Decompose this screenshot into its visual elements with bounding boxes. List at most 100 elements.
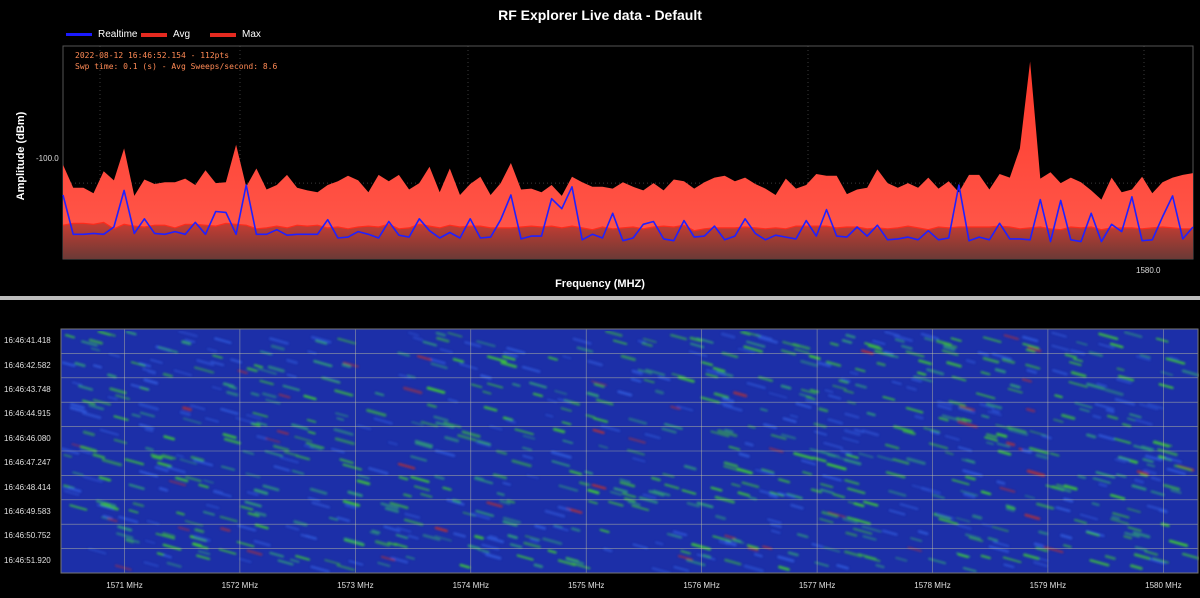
waterfall-trace-259	[914, 415, 924, 420]
waterfall-time-label: 16:46:47.247	[4, 458, 51, 468]
waterfall-trace-551	[652, 489, 671, 497]
waterfall-trace-65	[411, 421, 424, 426]
waterfall-trace-786	[569, 469, 583, 476]
panel-splitter[interactable]	[0, 296, 1200, 300]
waterfall-trace-361	[452, 358, 465, 363]
waterfall-trace-228	[605, 330, 623, 337]
waterfall-trace-340	[162, 532, 176, 538]
waterfall-trace-750	[820, 450, 840, 458]
waterfall-trace-456	[193, 535, 211, 542]
waterfall-trace-728	[265, 437, 281, 443]
waterfall-trace-775	[1006, 441, 1016, 447]
waterfall-trace-352	[124, 458, 145, 466]
waterfall-trace-197	[221, 465, 235, 471]
waterfall-trace-580	[651, 567, 671, 575]
waterfall-trace-243	[681, 489, 697, 495]
waterfall-trace-328	[1058, 487, 1072, 493]
waterfall-trace-547	[276, 430, 289, 435]
waterfall-trace-709	[843, 389, 854, 394]
waterfall-trace-12	[748, 496, 758, 501]
waterfall-trace-167	[683, 464, 697, 471]
waterfall-trace-825	[999, 486, 1016, 493]
waterfall-trace-863	[198, 483, 209, 489]
waterfall-trace-861	[495, 449, 508, 455]
waterfall-trace-628	[1126, 417, 1136, 422]
waterfall-trace-3	[1038, 530, 1049, 536]
waterfall-trace-800	[410, 455, 428, 462]
waterfall-trace-597	[917, 371, 927, 376]
waterfall-trace-571	[962, 567, 977, 573]
waterfall-trace-426	[1142, 458, 1154, 463]
waterfall-trace-341	[1026, 469, 1046, 477]
waterfall-trace-444	[705, 373, 719, 379]
waterfall-trace-733	[265, 398, 281, 405]
waterfall-trace-292	[608, 500, 624, 507]
info-sweep: Swp time: 0.1 (s) - Avg Sweeps/second: 8…	[75, 62, 278, 71]
waterfall-trace-359	[875, 564, 885, 569]
waterfall-trace-111	[1053, 418, 1064, 423]
waterfall-trace-817	[118, 515, 139, 524]
waterfall-trace-98	[253, 488, 269, 495]
waterfall-trace-667	[1133, 444, 1152, 452]
legend-avg-swatch	[141, 32, 167, 37]
waterfall-trace-633	[932, 494, 945, 499]
waterfall-trace-599	[339, 458, 354, 464]
waterfall-trace-78	[844, 550, 862, 558]
waterfall-trace-732	[285, 525, 300, 531]
waterfall-trace-573	[211, 386, 222, 391]
waterfall-trace-639	[1064, 353, 1078, 359]
waterfall-trace-675	[911, 484, 930, 491]
waterfall-trace-556	[906, 386, 917, 391]
waterfall-trace-374	[570, 527, 581, 532]
waterfall-trace-472	[82, 430, 95, 437]
waterfall-trace-553	[150, 453, 163, 459]
waterfall-trace-477	[132, 502, 145, 508]
waterfall-trace-405	[742, 330, 762, 338]
waterfall-trace-18	[407, 534, 419, 540]
waterfall-trace-56	[194, 366, 215, 374]
waterfall-trace-16	[273, 465, 290, 472]
waterfall-trace-347	[113, 415, 129, 421]
waterfall-trace-795	[1168, 539, 1189, 547]
waterfall-trace-707	[259, 350, 272, 356]
waterfall-trace-301	[666, 532, 682, 539]
waterfall-trace-171	[1086, 433, 1097, 439]
waterfall-trace-174	[489, 535, 498, 539]
waterfall-trace-656	[550, 450, 572, 459]
waterfall-trace-541	[840, 377, 851, 383]
waterfall-trace-61	[162, 372, 173, 378]
waterfall-trace-582	[310, 565, 330, 573]
waterfall-trace-768	[814, 430, 828, 436]
waterfall-trace-82	[475, 441, 492, 448]
waterfall-trace-97	[70, 402, 85, 410]
waterfall-trace-888	[844, 429, 861, 436]
waterfall-trace-461	[827, 453, 837, 458]
waterfall-trace-406	[793, 452, 814, 460]
waterfall-trace-644	[130, 361, 146, 367]
waterfall-trace-605	[588, 500, 598, 505]
waterfall-trace-264	[920, 332, 939, 340]
waterfall-trace-509	[107, 396, 118, 401]
waterfall-trace-323	[155, 532, 176, 540]
waterfall-trace-585	[1095, 471, 1116, 479]
waterfall-trace-425	[571, 562, 591, 570]
waterfall-trace-343	[673, 565, 690, 572]
waterfall-trace-473	[717, 429, 738, 438]
waterfall-trace-535	[277, 559, 294, 566]
waterfall-trace-758	[157, 346, 178, 354]
waterfall-trace-238	[163, 435, 175, 441]
waterfall-trace-188	[818, 407, 829, 413]
waterfall-trace-801	[278, 393, 291, 399]
waterfall-trace-53	[962, 469, 983, 477]
waterfall-plot	[60, 328, 1200, 575]
waterfall-trace-190	[981, 414, 990, 419]
waterfall-trace-848	[643, 379, 655, 384]
waterfall-trace-620	[403, 493, 412, 498]
waterfall-trace-632	[965, 458, 975, 463]
waterfall-trace-298	[1104, 554, 1116, 560]
waterfall-trace-41	[286, 358, 298, 365]
waterfall-trace-321	[107, 373, 117, 379]
series-avg-line	[62, 221, 1193, 232]
waterfall-trace-303	[796, 533, 809, 538]
waterfall-trace-62	[603, 547, 613, 553]
